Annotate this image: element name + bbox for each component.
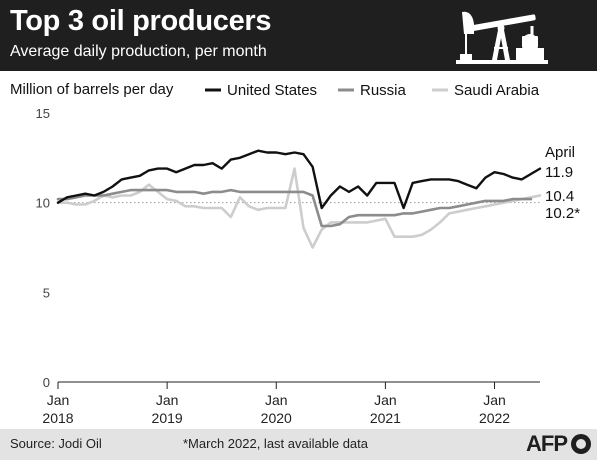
legend: United States Russia Saudi Arabia [205, 82, 540, 99]
y-tick-label-3: 15 [36, 106, 50, 121]
end-label-us-month: April [545, 144, 575, 161]
x-tick-year-2: 2020 [261, 410, 292, 426]
series-lines [56, 149, 542, 249]
x-tick-year-1: 2019 [152, 410, 183, 426]
line-chart: Million of barrels per day United States… [10, 81, 580, 426]
end-label-us-value: 11.9 [545, 164, 573, 181]
series-line-sa [56, 167, 542, 249]
series-line-ru [56, 188, 533, 228]
x-axis: Jan 2018 Jan 2019 Jan 2020 Jan 2021 Jan 2022 [42, 382, 510, 426]
x-tick-label-2: Jan [265, 392, 288, 408]
legend-label-us: United States [227, 82, 317, 99]
legend-label-sa: Saudi Arabia [454, 82, 540, 99]
afp-logo: AFP [526, 431, 568, 456]
x-tick-year-4: 2022 [479, 410, 510, 426]
end-labels: April 11.9 10.410.2* [545, 144, 580, 222]
x-tick-label-1: Jan [156, 392, 179, 408]
end-label-sa-value: 10.4 [545, 188, 574, 205]
chart-title: Top 3 oil producers [10, 5, 272, 37]
x-tick-label-0: Jan [47, 392, 70, 408]
y-tick-label-2: 10 [36, 196, 50, 211]
legend-label-ru: Russia [360, 82, 407, 99]
pumpjack-icon [456, 11, 548, 64]
end-label-ru-value: 10.2* [545, 205, 580, 222]
x-tick-label-3: Jan [374, 392, 397, 408]
x-tick-label-4: Jan [483, 392, 506, 408]
y-axis: 0 5 10 15 [36, 106, 50, 390]
grid [58, 202, 540, 383]
footnote: *March 2022, last available data [183, 436, 369, 451]
x-tick-year-0: 2018 [42, 410, 73, 426]
series-line-us [56, 149, 542, 210]
y-axis-label: Million of barrels per day [10, 81, 174, 98]
x-tick-year-3: 2021 [370, 410, 401, 426]
y-tick-label-1: 5 [43, 285, 50, 300]
y-tick-label-0: 0 [43, 375, 50, 390]
chart-footer: Source: Jodi Oil *March 2022, last avail… [0, 429, 597, 460]
chart-subtitle: Average daily production, per month [10, 43, 267, 60]
afp-logo-dot [571, 434, 591, 454]
source-note: Source: Jodi Oil [10, 436, 102, 451]
chart-header: Top 3 oil producers Average daily produc… [0, 0, 597, 71]
